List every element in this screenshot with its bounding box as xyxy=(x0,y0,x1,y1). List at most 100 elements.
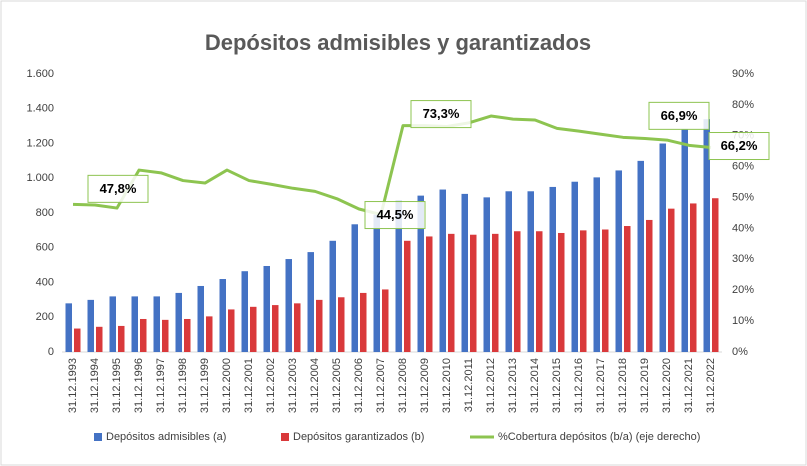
x-tick-label: 31.12.2016 xyxy=(573,358,585,413)
bar xyxy=(514,231,521,352)
y-tick-label: 0 xyxy=(48,346,54,358)
bar xyxy=(197,285,204,352)
bar xyxy=(448,233,455,352)
bar xyxy=(285,259,292,352)
bar xyxy=(404,240,411,352)
legend-label: Depósitos admisibles (a) xyxy=(106,431,226,443)
x-tick-label: 31.12.2012 xyxy=(485,358,497,413)
bar xyxy=(338,297,345,352)
bar xyxy=(153,296,160,352)
x-tick-label: 31.12.1993 xyxy=(67,358,79,413)
bar xyxy=(527,191,534,352)
x-tick-label: 31.12.2018 xyxy=(617,358,629,413)
value-label: 47,8% xyxy=(100,181,137,196)
x-tick-label: 31.12.2003 xyxy=(287,358,299,413)
x-tick-label: 31.12.2019 xyxy=(639,358,651,413)
y-tick-label: 800 xyxy=(36,207,54,219)
bar xyxy=(624,226,631,352)
x-tick-label: 31.12.2020 xyxy=(661,358,673,413)
y2-tick-label: 30% xyxy=(732,253,754,265)
bar xyxy=(65,303,72,352)
value-label: 73,3% xyxy=(423,106,460,121)
x-tick-label: 31.12.2005 xyxy=(331,358,343,413)
bar xyxy=(206,316,213,352)
bar xyxy=(395,200,402,352)
value-label-box xyxy=(87,174,149,203)
bar xyxy=(184,318,191,352)
y2-tick-label: 90% xyxy=(732,68,754,80)
bar xyxy=(162,319,169,352)
x-tick-label: 31.12.2004 xyxy=(309,358,321,413)
bar xyxy=(646,219,653,352)
y2-tick-label: 10% xyxy=(732,315,754,327)
x-tick-label: 31.12.1995 xyxy=(111,358,123,413)
bar xyxy=(602,229,609,352)
bar xyxy=(373,214,380,352)
value-label: 44,5% xyxy=(377,207,414,222)
bar xyxy=(549,186,556,352)
bar xyxy=(382,289,389,352)
value-label-box xyxy=(364,201,426,230)
legend-swatch xyxy=(281,433,289,441)
y-tick-label: 400 xyxy=(36,276,54,288)
x-tick-label: 31.12.2022 xyxy=(705,358,717,413)
bar xyxy=(703,119,710,352)
bar xyxy=(87,299,94,352)
y-tick-label: 200 xyxy=(36,311,54,323)
bar xyxy=(580,230,587,352)
y2-tick-label: 60% xyxy=(732,161,754,173)
bar xyxy=(263,265,270,352)
legend-swatch xyxy=(94,433,102,441)
value-label-box xyxy=(708,132,770,161)
bar xyxy=(439,189,446,352)
legend-label: Depósitos garantizados (b) xyxy=(293,431,424,443)
bar xyxy=(175,292,182,352)
bar xyxy=(351,224,358,352)
y-tick-label: 1.200 xyxy=(26,137,54,149)
value-label: 66,2% xyxy=(721,138,758,153)
bar xyxy=(461,193,468,352)
y2-tick-label: 0% xyxy=(732,346,748,358)
x-tick-label: 31.12.2007 xyxy=(375,358,387,413)
y2-tick-label: 50% xyxy=(732,191,754,203)
bar xyxy=(712,198,719,352)
line xyxy=(72,114,712,217)
x-tick-label: 31.12.1994 xyxy=(89,358,101,413)
x-tick-label: 31.12.2014 xyxy=(529,358,541,413)
y-tick-label: 600 xyxy=(36,242,54,254)
x-tick-label: 31.12.1996 xyxy=(133,358,145,413)
bar xyxy=(536,231,543,352)
bar xyxy=(294,303,301,352)
bar xyxy=(483,197,490,352)
y2-tick-label: 80% xyxy=(732,99,754,111)
y2-tick-label: 40% xyxy=(732,222,754,234)
chart-title: Depósitos admisibles y garantizados xyxy=(205,30,591,55)
x-tick-label: 31.12.2013 xyxy=(507,358,519,413)
y-tick-label: 1.400 xyxy=(26,103,54,115)
bar xyxy=(272,305,279,352)
bar xyxy=(615,170,622,352)
bar xyxy=(637,160,644,352)
bar xyxy=(131,296,138,352)
bar xyxy=(426,236,433,352)
x-tick-label: 31.12.1997 xyxy=(155,358,167,413)
bar xyxy=(681,129,688,352)
bar xyxy=(571,181,578,352)
x-tick-label: 31.12.2006 xyxy=(353,358,365,413)
bar xyxy=(96,326,103,352)
y-tick-label: 1.600 xyxy=(26,68,54,80)
x-tick-label: 31.12.1999 xyxy=(199,358,211,413)
bar xyxy=(492,233,499,352)
bar xyxy=(690,203,697,352)
x-tick-label: 31.12.2008 xyxy=(397,358,409,413)
bar xyxy=(470,234,477,352)
x-tick-label: 31.12.2010 xyxy=(441,358,453,413)
bar xyxy=(219,279,226,352)
value-label-box xyxy=(648,101,710,130)
x-tick-label: 31.12.2001 xyxy=(243,358,255,413)
bar xyxy=(316,299,323,352)
y-tick-label: 1.000 xyxy=(26,172,54,184)
bar xyxy=(74,328,81,352)
value-label-box xyxy=(410,100,472,129)
